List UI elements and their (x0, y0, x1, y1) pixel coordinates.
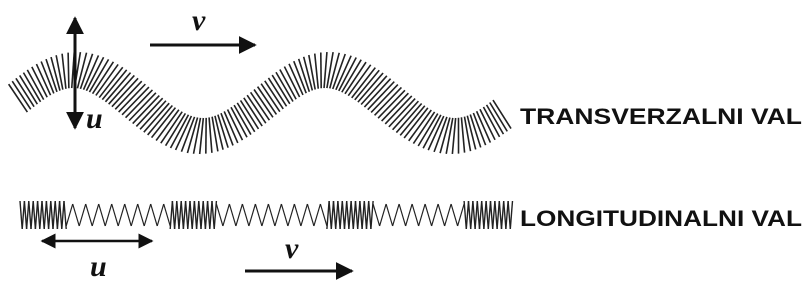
coil (68, 53, 69, 89)
coil (288, 204, 295, 226)
coil (236, 204, 243, 226)
coil (386, 204, 393, 226)
coil (342, 60, 361, 93)
coil (262, 204, 269, 226)
coil (419, 204, 426, 226)
coil (373, 204, 380, 226)
coil (12, 81, 30, 109)
displacement-symbol: u (90, 250, 107, 283)
coil (138, 204, 145, 226)
coil (265, 81, 283, 109)
coil (9, 84, 28, 112)
coil (399, 204, 406, 226)
coil (406, 204, 413, 226)
coil (275, 204, 282, 226)
longitudinal-label: LONGITUDINALNI VAL (520, 206, 802, 231)
coil (254, 90, 273, 118)
coil (380, 204, 387, 226)
coil (458, 204, 465, 226)
longitudinal-spring (20, 201, 513, 229)
coil (157, 204, 164, 226)
coil (223, 204, 230, 226)
coil (216, 204, 223, 226)
coil (125, 204, 132, 226)
coil (73, 204, 80, 226)
coil (425, 204, 432, 226)
coil (438, 204, 445, 226)
velocity-symbol: v (192, 4, 206, 37)
coil (258, 87, 277, 115)
wave-diagram: u v TRANSVERZALNI VAL u v LONGITUDINALNI… (0, 0, 807, 283)
coil (144, 204, 151, 226)
coil (446, 118, 453, 154)
transverse-label: TRANSVERZALNI VAL (520, 104, 802, 129)
coil (242, 204, 249, 226)
coil (131, 204, 138, 226)
coil (412, 204, 419, 226)
coil (493, 100, 511, 128)
coil (194, 118, 201, 154)
coil (244, 98, 262, 126)
coil (461, 117, 464, 152)
coil (79, 204, 86, 226)
coil (164, 204, 171, 226)
displacement-symbol: u (86, 102, 103, 135)
coil (214, 201, 216, 229)
coil (452, 118, 455, 154)
coil (89, 59, 108, 92)
coil (268, 204, 275, 226)
coil (307, 204, 314, 226)
coil (209, 117, 212, 152)
coil (99, 204, 106, 226)
coil (86, 204, 93, 226)
coil (371, 201, 373, 229)
coil (320, 204, 327, 226)
coil (249, 204, 256, 226)
coil (510, 201, 512, 229)
coil (418, 114, 438, 146)
coil (314, 204, 321, 226)
coil (105, 204, 112, 226)
coil (200, 118, 204, 154)
coil (247, 95, 266, 123)
coil (261, 84, 280, 112)
coil (229, 204, 236, 226)
coil (255, 204, 262, 226)
coil (118, 204, 125, 226)
coil (327, 52, 333, 88)
coil (92, 204, 99, 226)
coil (64, 201, 66, 229)
coil (56, 55, 63, 89)
velocity-symbol: v (285, 232, 299, 265)
coil (451, 204, 458, 226)
coil (16, 78, 34, 106)
coil (445, 204, 452, 226)
coil (251, 92, 270, 120)
coil (324, 52, 327, 88)
coil (315, 54, 318, 89)
coil (166, 113, 186, 145)
coil (281, 204, 288, 226)
coil (294, 204, 301, 226)
coil (309, 55, 315, 89)
coil (66, 204, 73, 226)
coil (151, 204, 158, 226)
coil (432, 204, 439, 226)
coil (112, 204, 119, 226)
coil (393, 204, 400, 226)
coil (62, 54, 66, 89)
coil (301, 204, 308, 226)
transverse-spring (9, 52, 511, 154)
coil (268, 78, 286, 106)
